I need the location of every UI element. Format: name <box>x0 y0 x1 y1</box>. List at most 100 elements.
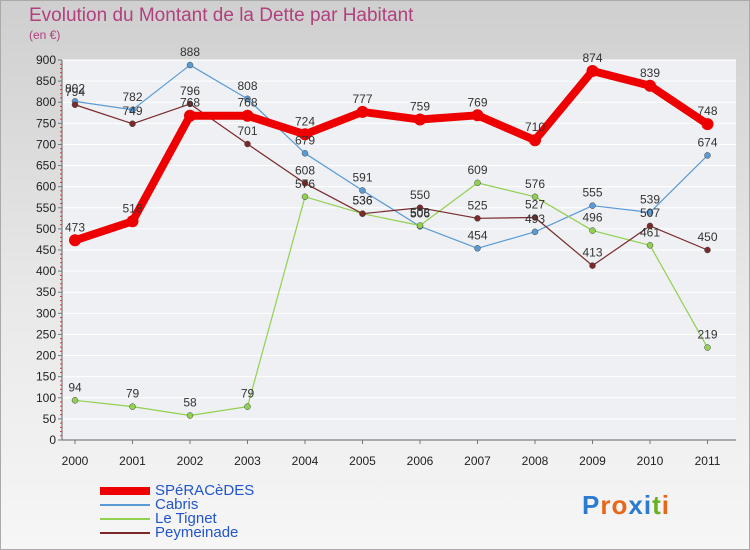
data-label-1: 888 <box>180 45 200 59</box>
data-point-0 <box>701 118 714 131</box>
x-tick-label: 2007 <box>464 454 491 468</box>
data-label-1: 506 <box>410 206 430 220</box>
data-point-3 <box>416 204 424 212</box>
data-label-0: 768 <box>180 96 200 110</box>
data-label-3: 796 <box>180 84 200 98</box>
y-tick-label: 500 <box>36 222 56 236</box>
data-label-1: 591 <box>352 170 372 184</box>
data-label-2: 219 <box>697 328 717 342</box>
y-tick-label: 300 <box>36 306 56 320</box>
legend-swatch <box>100 518 150 520</box>
data-label-3: 525 <box>467 198 487 212</box>
data-label-2: 58 <box>183 396 197 410</box>
data-point-3 <box>589 262 596 269</box>
data-label-2: 609 <box>467 163 487 177</box>
data-point-2 <box>244 403 251 410</box>
data-label-0: 768 <box>237 96 257 110</box>
data-label-0: 874 <box>582 51 602 65</box>
y-tick-label: 50 <box>43 412 57 426</box>
data-point-3 <box>359 210 366 217</box>
data-label-3: 794 <box>65 85 85 99</box>
y-tick-label: 550 <box>36 201 56 215</box>
data-point-1 <box>359 187 366 194</box>
data-label-2: 576 <box>525 177 545 191</box>
data-point-3 <box>646 222 654 230</box>
data-point-1 <box>646 209 654 216</box>
data-label-2: 94 <box>68 380 82 394</box>
data-point-0 <box>356 105 369 118</box>
logo-letter: P <box>582 490 601 520</box>
data-point-3 <box>301 180 309 187</box>
data-point-2 <box>186 412 194 419</box>
logo-letter: x <box>628 490 644 520</box>
data-point-1 <box>244 95 251 103</box>
data-label-3: 701 <box>237 124 257 138</box>
legend-label: Peymeinade <box>155 524 239 541</box>
data-label-0: 724 <box>295 114 315 128</box>
y-tick-label: 350 <box>36 285 56 299</box>
data-label-3: 536 <box>352 194 372 208</box>
y-tick-label: 0 <box>49 433 56 447</box>
data-label-1: 679 <box>295 133 315 147</box>
data-point-2 <box>301 193 309 201</box>
data-label-1: 802 <box>65 81 85 95</box>
data-point-1 <box>589 202 596 209</box>
data-point-2 <box>704 344 711 351</box>
legend-label: Le Tignet <box>155 510 217 527</box>
data-point-2 <box>646 242 654 249</box>
y-tick-label: 650 <box>36 159 56 173</box>
logo-letter: i <box>643 490 653 520</box>
data-label-3: 413 <box>582 246 602 260</box>
x-tick-label: 2010 <box>637 454 664 468</box>
y-tick-label: 200 <box>36 349 56 363</box>
series-line-2 <box>74 182 709 417</box>
y-tick-label: 750 <box>36 116 56 130</box>
x-tick-label: 2009 <box>579 454 606 468</box>
data-point-1 <box>704 152 711 159</box>
data-label-0: 777 <box>352 92 372 106</box>
data-point-2 <box>416 222 424 229</box>
data-point-1 <box>474 245 481 252</box>
data-point-0 <box>529 134 541 147</box>
legend-swatch <box>100 504 150 506</box>
legend-swatch <box>100 487 150 495</box>
data-point-3 <box>244 140 251 148</box>
y-tick-label: 600 <box>36 180 56 194</box>
data-label-2: 508 <box>410 206 430 220</box>
data-label-1: 539 <box>640 192 660 206</box>
logo-letter: r <box>600 490 612 520</box>
x-tick-label: 2008 <box>522 454 549 468</box>
x-tick-label: 2011 <box>695 454 721 468</box>
y-tick-label: 100 <box>36 391 56 405</box>
data-point-1 <box>531 228 539 236</box>
data-label-1: 674 <box>697 135 717 149</box>
data-point-3 <box>531 214 539 221</box>
x-tick-label: 2004 <box>292 454 319 468</box>
logo-letter: o <box>611 490 629 520</box>
data-label-3: 507 <box>640 206 660 220</box>
chart-subtitle: (en €) <box>29 28 61 42</box>
data-label-0: 518 <box>122 201 142 215</box>
logo-letter: t <box>652 490 662 520</box>
data-point-1 <box>186 61 194 69</box>
y-tick-label: 850 <box>36 74 56 88</box>
data-label-2: 576 <box>295 177 315 191</box>
data-point-0 <box>414 113 426 126</box>
series-line-1 <box>74 64 709 249</box>
data-point-0 <box>184 109 196 122</box>
x-tick-label: 2003 <box>234 454 261 468</box>
data-label-2: 536 <box>352 194 372 208</box>
data-point-2 <box>589 227 596 234</box>
data-label-1: 808 <box>237 79 257 93</box>
data-label-2: 496 <box>582 211 602 225</box>
data-label-3: 550 <box>410 188 430 202</box>
logo-letter: i <box>661 490 670 520</box>
data-label-0: 769 <box>467 95 487 109</box>
y-tick-label: 700 <box>36 137 56 151</box>
data-point-0 <box>299 128 311 141</box>
data-point-2 <box>531 193 539 201</box>
data-point-1 <box>301 150 309 157</box>
data-point-0 <box>126 215 139 228</box>
data-point-3 <box>129 120 136 128</box>
